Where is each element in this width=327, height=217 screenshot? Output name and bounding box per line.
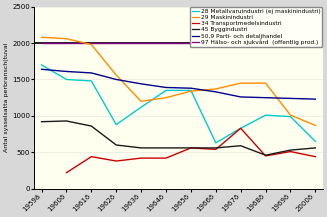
Legend: 28 Metallvaruindustri (ej maskinindustri), 29 Maskinindustri, 34 Transportmedels: 28 Metallvaruindustri (ej maskinindustri… (190, 7, 322, 47)
Y-axis label: Antal sysselsatta perbransch(tuval: Antal sysselsatta perbransch(tuval (4, 43, 9, 152)
